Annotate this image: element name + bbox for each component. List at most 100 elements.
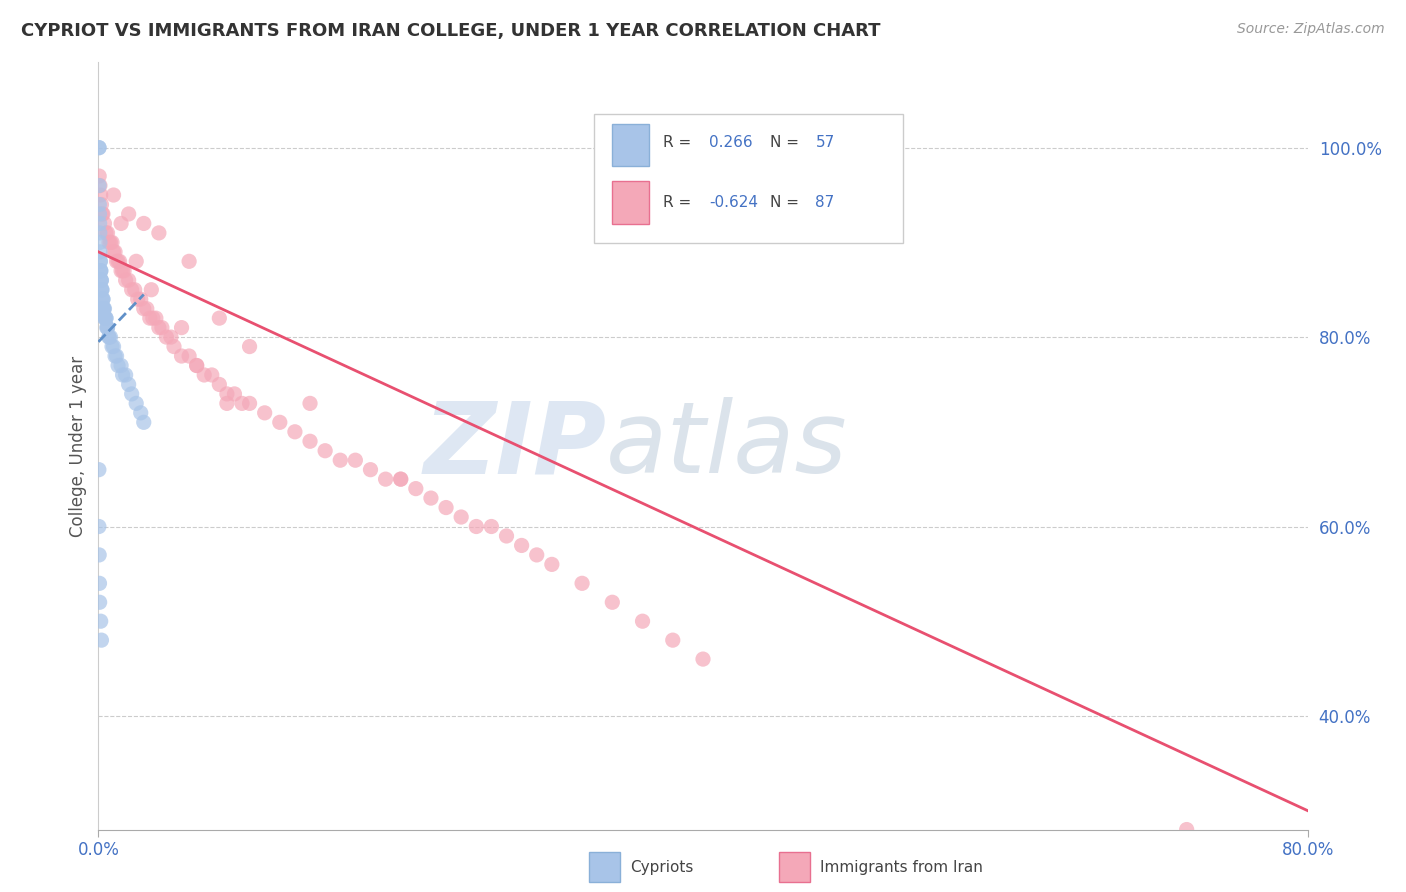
Point [90,283,112,297]
Point [118,377,141,392]
Point [100,235,122,250]
Point [90,264,112,278]
Point [148,226,170,240]
Point [90,188,112,202]
Point [239,340,262,354]
Point [253,406,276,420]
Point [89,178,111,193]
Point [96,320,118,334]
Point [96,226,118,240]
Point [208,311,231,326]
Point [450,510,472,524]
Point [111,368,134,382]
Point [631,614,654,628]
Point [692,652,714,666]
Point [540,558,562,572]
Point [132,415,155,429]
Point [132,301,155,316]
Point [110,359,132,373]
Point [661,633,683,648]
Point [269,415,291,429]
Point [90,273,112,287]
Point [231,396,253,410]
Point [111,264,134,278]
Point [104,244,127,259]
Point [114,273,136,287]
Point [481,519,503,533]
Point [107,254,129,268]
Point [150,320,173,334]
Point [110,216,132,230]
Point [571,576,593,591]
Point [105,254,128,268]
Text: R =: R = [664,136,696,151]
Point [91,292,114,306]
Point [389,472,412,486]
Point [118,273,141,287]
Point [215,387,238,401]
Point [148,320,170,334]
Point [89,216,111,230]
Point [98,235,121,250]
Point [89,254,111,268]
Point [420,491,443,505]
Point [142,311,165,326]
Point [101,235,124,250]
Point [89,178,111,193]
Point [299,396,322,410]
Point [90,633,112,648]
Point [94,311,117,326]
Point [141,283,163,297]
Point [118,207,141,221]
Point [121,387,143,401]
Point [145,311,167,326]
Point [93,301,115,316]
Point [170,320,193,334]
Point [129,406,152,420]
Point [107,359,129,373]
Point [186,359,208,373]
Point [108,254,131,268]
Point [179,254,201,268]
Point [155,330,177,344]
Point [121,283,143,297]
Point [1175,822,1198,837]
Point [91,283,114,297]
Point [405,482,427,496]
Point [103,244,125,259]
Point [94,311,117,326]
Point [90,273,112,287]
Point [389,472,412,486]
Point [602,595,624,609]
Point [89,197,111,211]
Point [360,463,382,477]
Text: atlas: atlas [606,398,848,494]
Point [87,141,110,155]
Point [374,472,396,486]
Point [215,396,238,410]
Point [344,453,367,467]
Point [132,216,155,230]
Point [224,387,246,401]
Point [103,188,125,202]
Point [96,320,118,334]
Point [314,443,336,458]
Point [87,519,110,533]
Point [91,207,114,221]
Point [90,614,112,628]
Text: 87: 87 [815,195,835,211]
Point [96,320,118,334]
Point [89,169,111,183]
Text: R =: R = [664,195,696,211]
Point [125,254,148,268]
Point [105,349,128,363]
Point [93,301,115,316]
Point [112,264,135,278]
Point [89,576,111,591]
Point [125,396,148,410]
Text: N =: N = [769,195,803,211]
Point [160,330,183,344]
Text: Immigrants from Iran: Immigrants from Iran [820,860,983,874]
Text: 0.266: 0.266 [709,136,752,151]
Point [90,283,112,297]
